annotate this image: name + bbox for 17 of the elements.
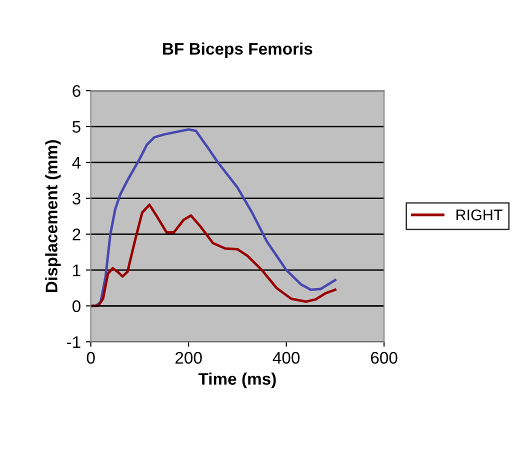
x-tick-label: 200 xyxy=(176,352,202,364)
y-tick-label: 5 xyxy=(72,121,80,133)
y-tick-label: -1 xyxy=(67,336,80,348)
y-tick-label: 0 xyxy=(72,300,80,312)
y-tick-label: 2 xyxy=(72,228,80,240)
line-series xyxy=(90,203,336,308)
x-tick-label: 0 xyxy=(86,352,95,364)
y-tick-label: 3 xyxy=(72,192,80,204)
x-tick-label: 400 xyxy=(272,352,300,364)
y-tick-label: 6 xyxy=(72,85,80,97)
chart-title: BF Biceps Femoris xyxy=(163,42,312,58)
x-tick-label: 600 xyxy=(371,352,398,364)
y-tick-label: 4 xyxy=(72,156,81,168)
y-tick-label: 1 xyxy=(73,264,80,276)
y-axis-title: Displacement (mm) xyxy=(45,140,61,292)
legend-label: RIGHT xyxy=(456,210,502,220)
x-axis-title: Time (ms) xyxy=(198,372,276,388)
